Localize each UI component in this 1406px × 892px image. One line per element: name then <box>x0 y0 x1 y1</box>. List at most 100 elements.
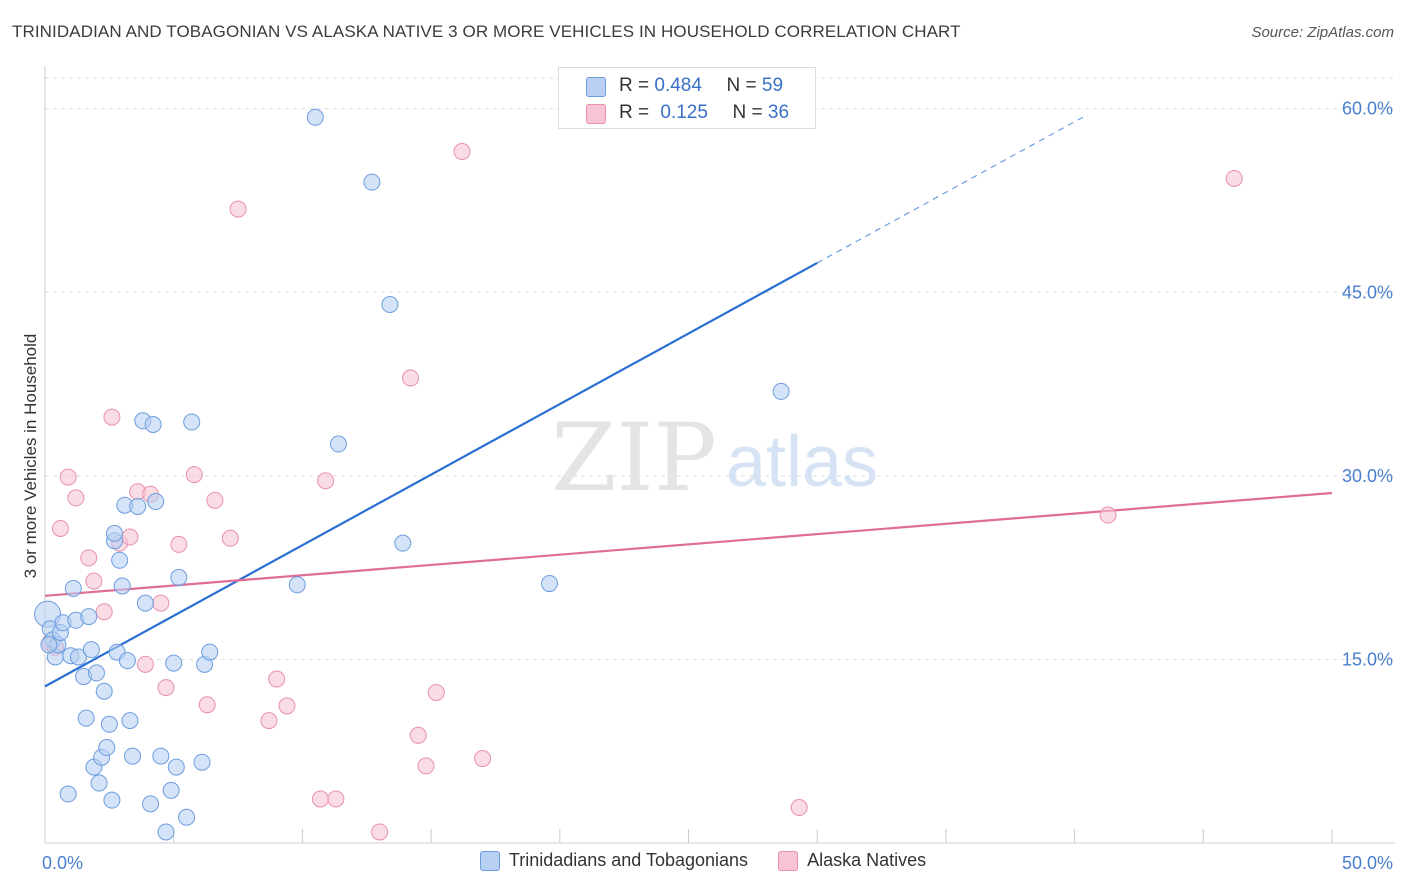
bottom-legend: Trinidadians and Tobagonians Alaska Nati… <box>0 850 1406 871</box>
point-trinidadian <box>80 608 98 626</box>
point-trinidadian <box>142 795 160 813</box>
point-alaska-native <box>453 143 471 161</box>
point-trinidadian <box>136 594 154 612</box>
point-alaska-native <box>1099 506 1117 524</box>
stats-n-value: 36 <box>767 102 790 123</box>
grid-layer <box>45 77 1395 660</box>
point-trinidadian <box>113 577 131 595</box>
point-alaska-native <box>327 790 345 808</box>
point-trinidadian <box>178 808 196 826</box>
chart-source: Source: ZipAtlas.com <box>1251 24 1394 41</box>
point-trinidadian <box>129 497 147 515</box>
point-trinidadian <box>162 781 180 799</box>
stats-r-label: R = <box>619 75 650 96</box>
point-trinidadian <box>363 173 381 191</box>
y-tick-label: 60.0% <box>1342 99 1393 119</box>
point-alaska-native <box>474 750 492 768</box>
point-alaska-native <box>229 200 247 218</box>
stats-legend: R = 0.484 N = 59 R = 0.125 N = 36 <box>558 67 816 129</box>
point-alaska-native <box>221 529 239 547</box>
point-trinidadian <box>152 747 170 765</box>
watermark-atlas: atlas <box>726 422 878 502</box>
point-alaska-native <box>198 696 216 714</box>
point-alaska-native <box>427 683 445 701</box>
point-alaska-native <box>417 757 435 775</box>
point-trinidadian <box>95 682 113 700</box>
watermark-zip: ZIP <box>551 404 717 513</box>
point-alaska-native <box>311 790 329 808</box>
data-points <box>34 108 1243 841</box>
trend-line-trinidadians <box>44 261 818 688</box>
point-alaska-native <box>51 519 69 537</box>
point-trinidadian <box>541 575 559 593</box>
point-alaska-native <box>185 466 203 484</box>
point-trinidadian <box>381 296 399 314</box>
point-trinidadian <box>167 758 185 776</box>
legend-item-trinidadians[interactable]: Trinidadians and Tobagonians <box>479 850 749 871</box>
point-alaska-native <box>402 369 420 387</box>
legend-item-alaska-natives[interactable]: Alaska Natives <box>778 850 926 871</box>
stats-r-label: R = <box>619 102 650 123</box>
watermark: ZIP atlas <box>551 404 878 513</box>
point-alaska-native <box>95 603 113 621</box>
point-trinidadian <box>201 643 219 661</box>
stats-n-value: 59 <box>761 75 784 96</box>
point-alaska-native <box>317 472 335 490</box>
y-tick-label: 15.0% <box>1342 649 1393 669</box>
point-trinidadian <box>193 753 211 771</box>
point-alaska-native <box>409 726 427 744</box>
point-trinidadian <box>165 654 183 672</box>
stats-n-label: N = <box>732 102 763 123</box>
y-tick-label: 45.0% <box>1342 282 1393 302</box>
point-alaska-native <box>1225 169 1243 187</box>
point-alaska-native <box>268 670 286 688</box>
point-trinidadian <box>124 747 142 765</box>
point-trinidadian <box>105 524 123 542</box>
point-trinidadian <box>288 576 306 594</box>
point-trinidadian <box>329 435 347 453</box>
point-trinidadian <box>40 636 58 654</box>
point-alaska-native <box>85 572 103 590</box>
point-alaska-native <box>170 535 188 553</box>
point-alaska-native <box>260 712 278 730</box>
point-trinidadian <box>394 534 412 552</box>
point-alaska-native <box>152 594 170 612</box>
point-alaska-native <box>59 468 77 486</box>
axis-layer <box>44 66 1395 844</box>
x-tick-label: 50.0% <box>1342 853 1393 873</box>
legend-label: Trinidadians and Tobagonians <box>508 850 749 870</box>
point-trinidadian <box>772 382 790 400</box>
legend-label: Alaska Natives <box>807 850 927 870</box>
point-trinidadian <box>87 664 105 682</box>
point-trinidadian <box>98 739 116 757</box>
legend-swatch-pink <box>778 850 799 871</box>
point-alaska-native <box>206 491 224 509</box>
point-trinidadian <box>157 823 175 841</box>
point-alaska-native <box>67 489 85 507</box>
x-tick-label: 0.0% <box>42 853 83 873</box>
point-alaska-native <box>103 408 121 426</box>
point-trinidadian <box>77 709 95 727</box>
point-trinidadian <box>90 774 108 792</box>
point-trinidadian <box>100 715 118 733</box>
stats-swatch-blue <box>586 77 606 97</box>
point-trinidadian <box>118 652 136 670</box>
y-tick-label: 30.0% <box>1342 466 1393 486</box>
trend-line-alaska-natives <box>44 491 1333 597</box>
point-trinidadian <box>59 785 77 803</box>
point-trinidadian <box>147 493 165 511</box>
point-trinidadian <box>103 791 121 809</box>
point-alaska-native <box>136 655 154 673</box>
legend-swatch-blue <box>479 850 500 871</box>
trend-line-trinidadians-extension <box>816 114 1088 264</box>
point-alaska-native <box>371 823 389 841</box>
trend-lines <box>44 114 1333 688</box>
point-alaska-native <box>278 697 296 715</box>
point-trinidadian <box>69 648 87 666</box>
point-trinidadian <box>170 568 188 586</box>
tick-labels: 15.0% 30.0% 45.0% 60.0% 0.0% 50.0% <box>42 99 1393 873</box>
stats-r-value: 0.484 <box>654 75 702 96</box>
point-alaska-native <box>121 528 139 546</box>
